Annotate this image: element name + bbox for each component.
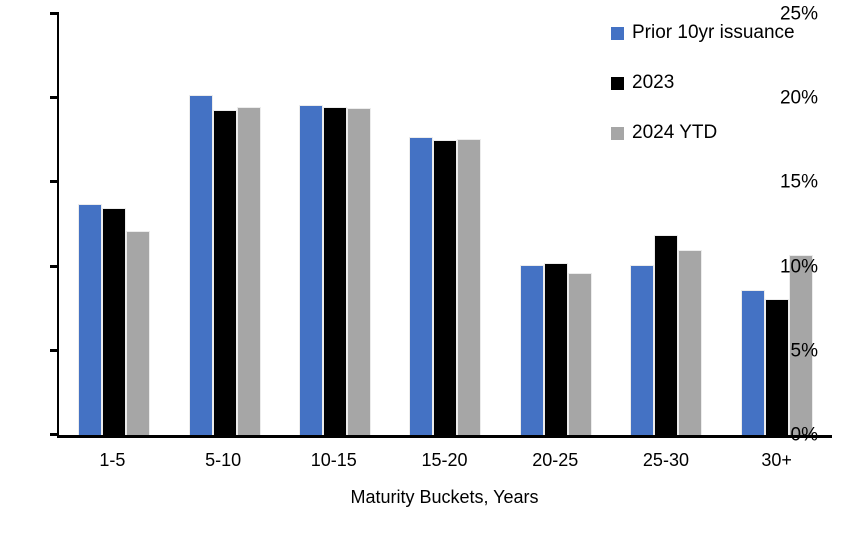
x-axis-label-10-15: 10-15 [310,450,357,470]
bar-groups [59,14,832,435]
bar-2023-20-25 [543,263,568,435]
bar-2024-ytd-1-5 [126,231,151,435]
legend-item-prior-10yr-issuance: Prior 10yr issuance [611,22,795,44]
legend-swatch-icon [611,126,624,140]
y-axis-label-5: 5% [790,340,818,362]
y-axis-tick [50,96,59,100]
legend-label: 2023 [632,72,675,93]
bar-2024-ytd-30 [788,254,813,435]
bar-group-25-30 [611,14,721,435]
bar-prior-10yr-issuance-15-20 [409,136,434,435]
plot-area: 0% 5% 10% 15% 20% 25% Prior 10yr issuance 2023… [50,5,832,445]
y-axis-tick [50,12,59,15]
bar-group-30 [722,14,832,435]
bar-group-15-20 [390,14,500,435]
bar-2023-25-30 [654,234,679,435]
x-axis-label-5-10: 5-10 [205,450,242,470]
bar-prior-10yr-issuance-20-25 [519,264,544,435]
bar-2024-ytd-10-15 [347,108,372,435]
y-axis-label-10: 10% [779,256,818,278]
bar-2024-ytd-15-20 [457,138,482,435]
bar-prior-10yr-issuance-25-30 [630,264,655,435]
y-axis-tick [50,264,59,268]
bar-2023-30 [764,298,789,435]
bar-2023-10-15 [323,106,348,435]
bar-group-10-15 [280,14,390,435]
bar-group-1-5 [59,14,169,435]
bar-2024-ytd-20-25 [567,273,592,435]
bar-2023-1-5 [102,207,127,435]
y-axis-label-25: 25% [779,3,818,25]
x-axis-title: Maturity Buckets, Years [350,487,539,507]
y-axis-tick [50,180,59,184]
legend: Prior 10yr issuance 2023 2024 YTD [611,22,795,172]
legend-item-2024-ytd: 2024 YTD [611,122,795,144]
y-axis-label-20: 20% [779,87,818,109]
legend-label: Prior 10yr issuance [632,22,795,43]
bar-2023-5-10 [212,110,237,435]
bar-prior-10yr-issuance-5-10 [188,94,213,435]
x-axis-tick-labels: 1-5 5-10 10-15 15-20 20-25 25-30 30+ [57,449,832,471]
bar-prior-10yr-issuance-30 [740,290,765,435]
y-axis-tick [50,433,59,436]
bar-group-20-25 [501,14,611,435]
x-axis-label-25-30: 25-30 [642,450,689,470]
bar-prior-10yr-issuance-10-15 [299,104,324,435]
x-axis-label-15-20: 15-20 [421,450,468,470]
y-axis-tick [50,348,59,352]
legend-label: 2024 YTD [632,122,718,143]
x-axis-label-20-25: 20-25 [532,450,579,470]
legend-item-2023: 2023 [611,72,795,94]
legend-swatch-icon [611,26,624,40]
legend-swatch-icon [611,76,624,90]
bar-2024-ytd-5-10 [236,106,261,435]
bar-prior-10yr-issuance-1-5 [78,204,103,435]
x-axis-label-1-5: 1-5 [99,450,126,470]
bar-group-5-10 [169,14,279,435]
y-axis-label-0: 0% [790,424,818,446]
bar-2023-15-20 [433,140,458,435]
x-axis-label-30: 30+ [761,450,792,470]
bar-2024-ytd-25-30 [678,249,703,435]
y-axis-label-15: 15% [779,171,818,193]
